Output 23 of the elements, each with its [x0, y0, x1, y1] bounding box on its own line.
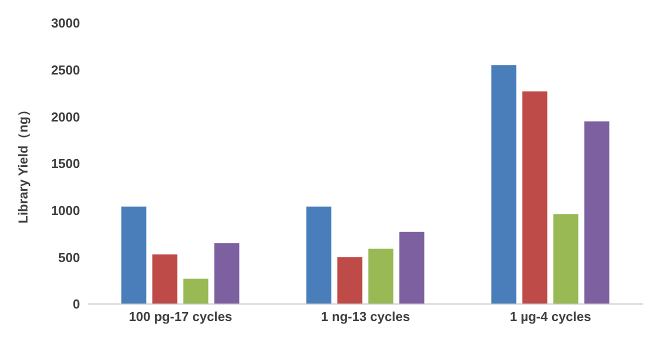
bar	[491, 65, 516, 304]
y-tick-label: 2000	[51, 109, 80, 124]
bar	[183, 278, 208, 304]
bar	[337, 257, 362, 304]
bar	[368, 248, 394, 304]
y-tick-label: 3000	[51, 16, 80, 31]
bar	[584, 121, 610, 304]
bar	[399, 232, 424, 304]
bar	[152, 254, 178, 304]
y-tick-label: 1000	[51, 202, 80, 218]
x-tick-label: 100 pg-17 cycles	[128, 309, 232, 324]
bar	[121, 206, 146, 304]
y-tick-label: 2500	[51, 62, 80, 78]
x-tick-label: 1 ng-13 cycles	[321, 309, 410, 324]
bar	[214, 243, 240, 304]
y-tick-label: 0	[72, 296, 80, 312]
bar	[522, 91, 548, 304]
y-tick-label: 500	[58, 250, 80, 265]
y-tick-label: 1500	[51, 156, 80, 172]
x-tick-label: 1 µg-4 cycles	[510, 309, 592, 324]
y-axis-title: Library Yield（ng）	[16, 104, 31, 224]
bar	[553, 214, 578, 304]
bar	[306, 206, 332, 304]
